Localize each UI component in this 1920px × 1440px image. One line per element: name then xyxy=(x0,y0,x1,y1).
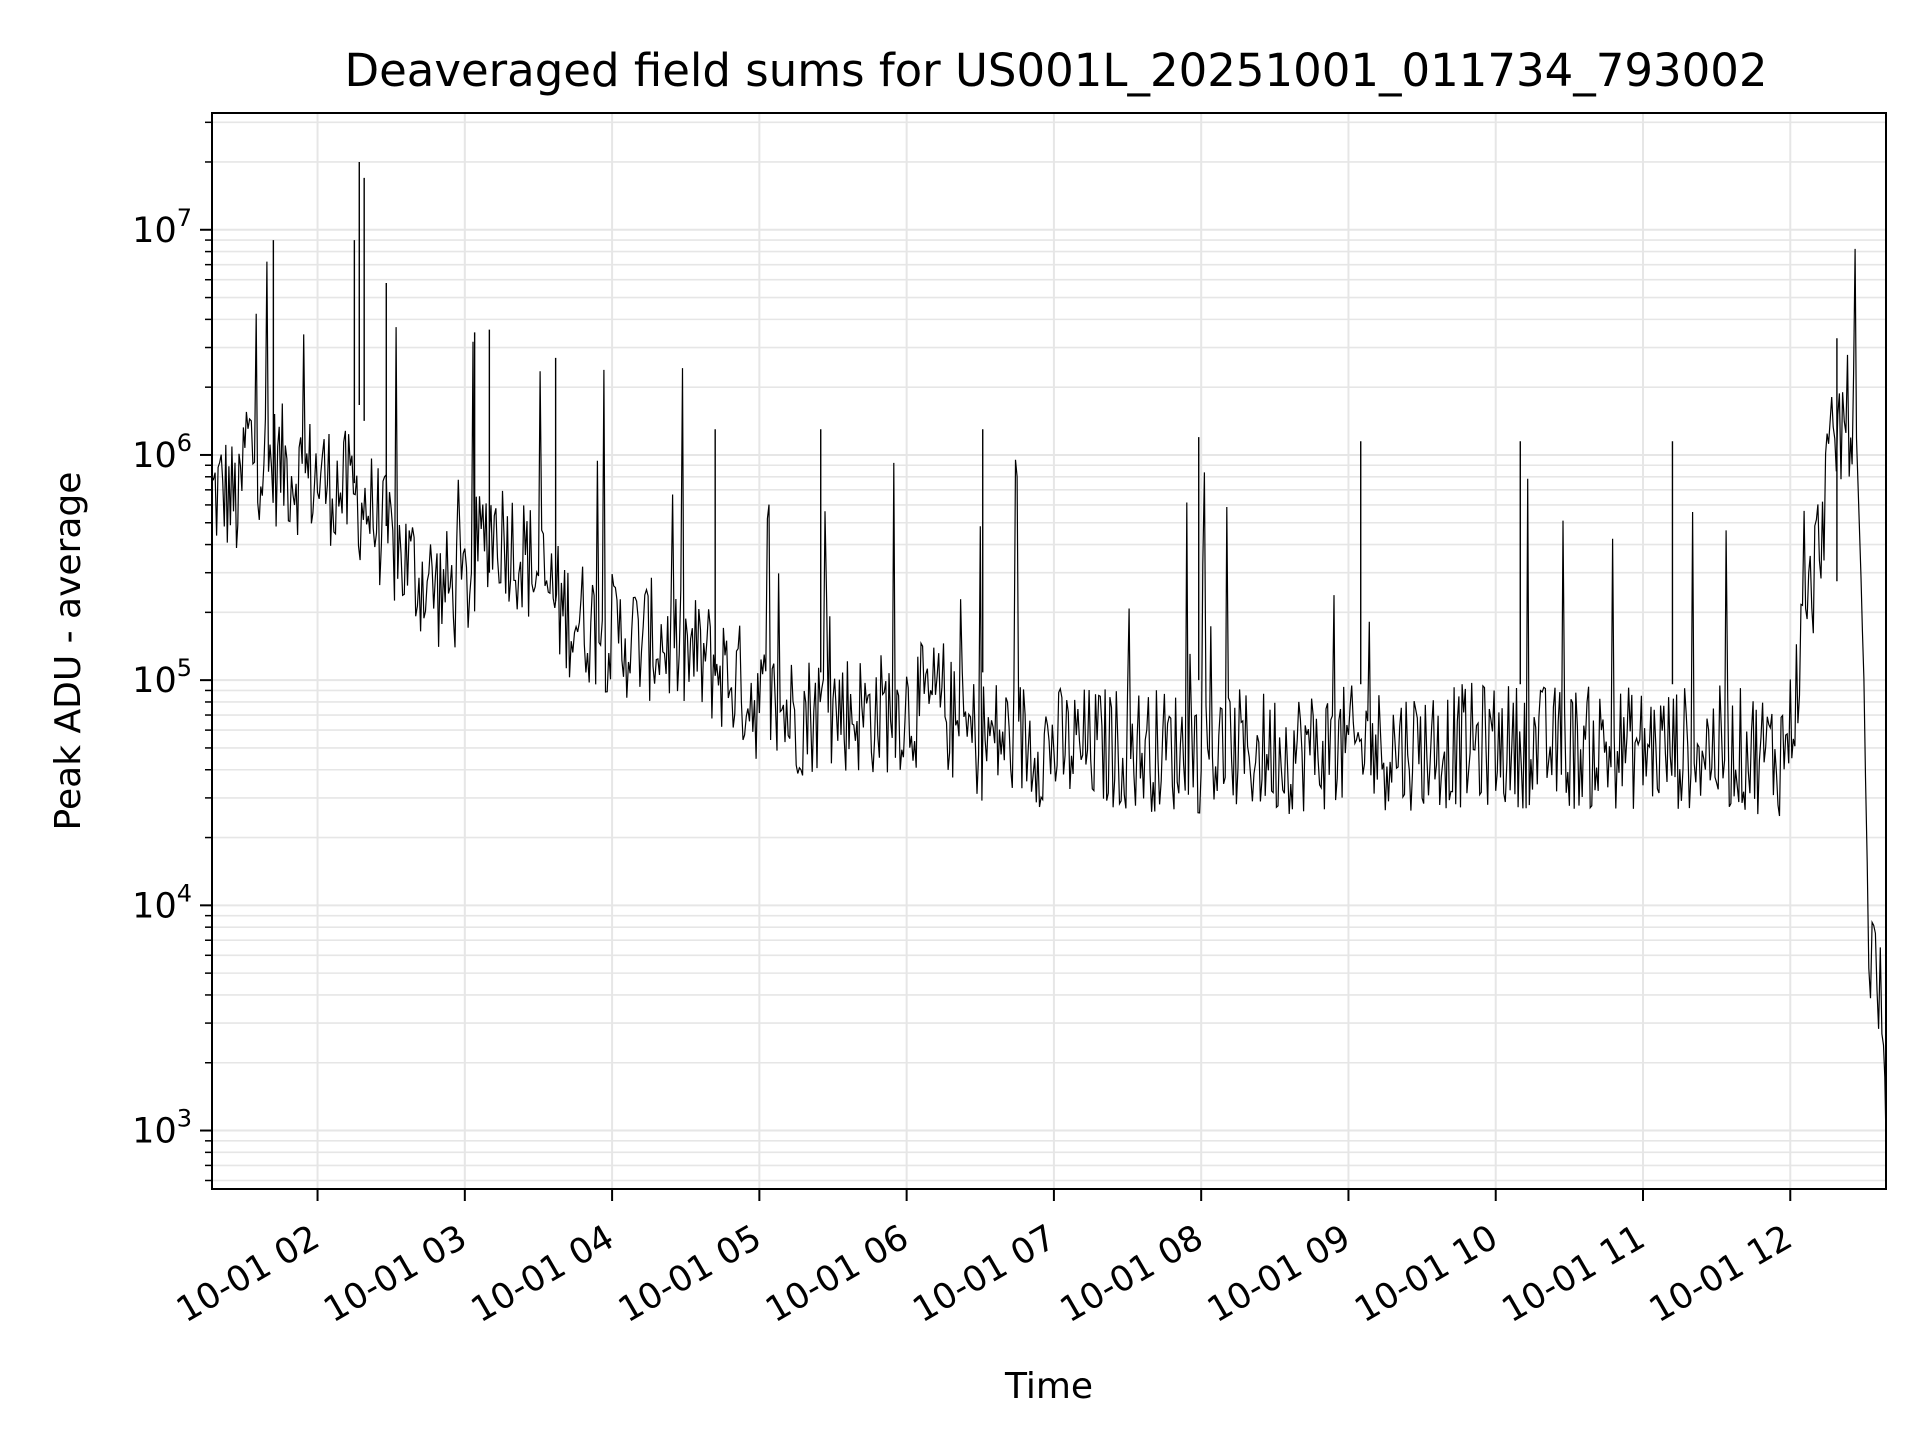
y-tick-label: 106 xyxy=(132,429,192,476)
gridlines xyxy=(212,113,1886,1189)
y-tick-exponent: 5 xyxy=(177,654,192,682)
y-axis-label: Peak ADU - average xyxy=(48,472,89,831)
y-tick-exponent: 4 xyxy=(177,879,192,907)
y-tick-exponent: 3 xyxy=(177,1105,192,1133)
y-tick-label: 104 xyxy=(132,879,192,926)
series-spikes xyxy=(272,161,1838,685)
plot-area xyxy=(211,161,1887,1141)
chart-title: Deaveraged field sums for US001L_2025100… xyxy=(344,44,1767,97)
y-tick-base: 10 xyxy=(132,211,177,251)
y-tick-base: 10 xyxy=(132,886,177,926)
y-tick-exponent: 7 xyxy=(177,204,192,232)
axes-frame xyxy=(211,112,1887,1190)
x-axis-label: Time xyxy=(1004,1366,1093,1407)
y-tick-base: 10 xyxy=(132,436,177,476)
y-tick-label: 107 xyxy=(132,204,192,251)
y-tick-base: 10 xyxy=(132,1112,177,1152)
y-tick-exponent: 6 xyxy=(177,429,192,457)
y-tick-base: 10 xyxy=(132,661,177,701)
y-tick-label: 105 xyxy=(132,654,192,701)
y-tick-label: 103 xyxy=(132,1105,192,1152)
